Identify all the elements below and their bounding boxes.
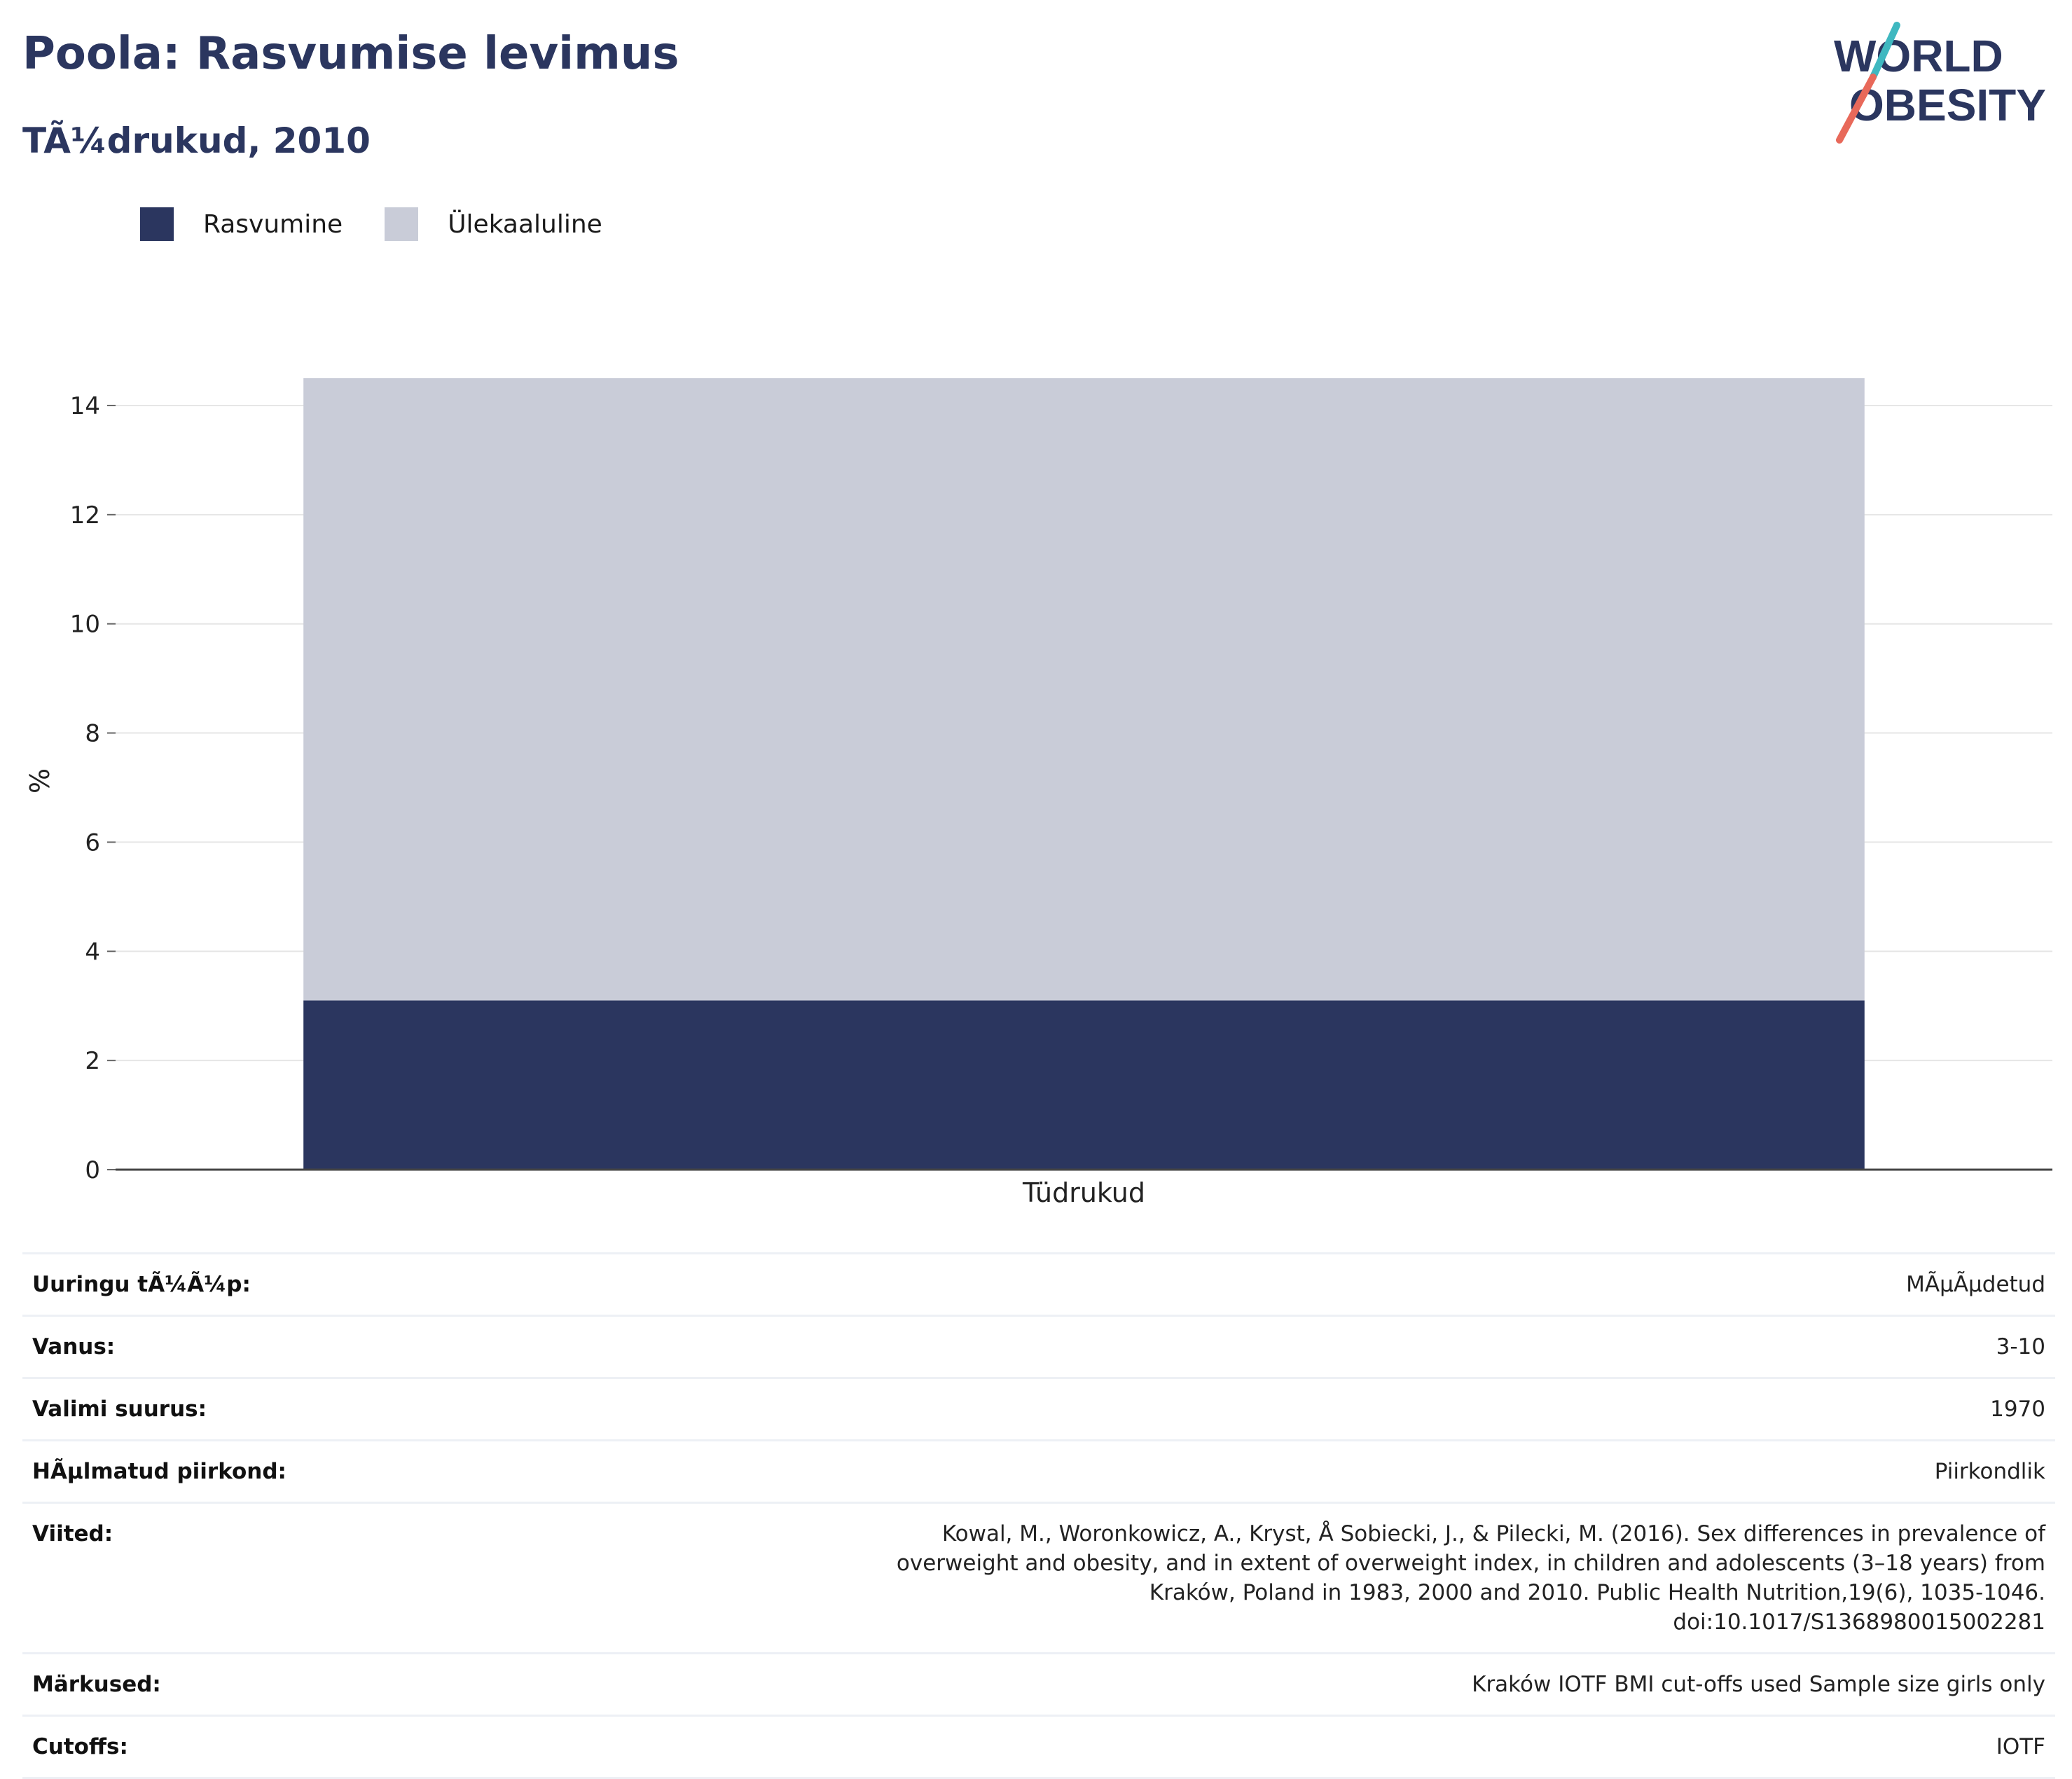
y-axis-label: %	[25, 768, 55, 794]
page-subtitle: TÃ¼drukud, 2010	[22, 120, 371, 161]
info-key: HÃµlmatud piirkond:	[22, 1439, 296, 1503]
info-row-notes: Märkused: Kraków IOTF BMI cut-offs used S…	[22, 1652, 2055, 1716]
y-tick-label: 14	[70, 392, 100, 420]
world-obesity-logo: WORLD OBESITY	[1834, 22, 2046, 144]
info-value: 1970	[296, 1377, 2055, 1441]
info-key: Vanus:	[22, 1315, 296, 1378]
bar-rasvumine	[303, 1000, 1865, 1170]
logo-slash-bottom	[1836, 74, 1877, 144]
y-tick-label: 4	[85, 938, 100, 966]
info-row-survey-type: Uuringu tÃ¼Ã¼p: MÃµÃµdetud	[22, 1252, 2055, 1316]
info-row-sample-size: Valimi suurus: 1970	[22, 1377, 2055, 1441]
legend-item-ulekaaluline[interactable]: Ülekaaluline	[385, 207, 602, 241]
info-key: Viited:	[22, 1502, 296, 1654]
info-key: Valimi suurus:	[22, 1377, 296, 1441]
info-value: 3-10	[296, 1315, 2055, 1378]
bars	[303, 378, 1865, 1170]
legend-swatch-ulekaaluline	[385, 207, 419, 241]
legend-item-rasvumine[interactable]: Rasvumine	[140, 207, 343, 241]
info-value: IOTF	[296, 1715, 2055, 1779]
y-tick-label: 8	[85, 720, 100, 748]
x-tick-label: Tüdrukud	[1022, 1177, 1145, 1208]
bar--lekaaluline	[303, 378, 1865, 1001]
info-key: Uuringu tÃ¼Ã¼p:	[22, 1252, 296, 1316]
info-value: MÃµÃµdetud	[296, 1252, 2055, 1316]
y-tick-label: 12	[70, 501, 100, 529]
y-tick-label: 6	[85, 829, 100, 857]
page-title: Poola: Rasvumise levimus	[22, 28, 679, 80]
logo-line2: OBESITY	[1849, 80, 2046, 130]
info-key: Cutoffs:	[22, 1715, 296, 1779]
info-row-references: Viited: Kowal, M., Woronkowicz, A., Kryst…	[22, 1502, 2055, 1654]
info-row-region: HÃµlmatud piirkond: Piirkondlik	[22, 1439, 2055, 1503]
stacked-bar-chart: 0 2 4 6 8 10 12 14% Tüdrukud	[25, 378, 2052, 1208]
logo-slash-top	[1870, 22, 1900, 81]
y-tick-label: 10	[70, 611, 100, 639]
info-key: Märkused:	[22, 1652, 296, 1716]
info-value: Kowal, M., Woronkowicz, A., Kryst, Å Sob…	[296, 1502, 2055, 1654]
logo-line1: WORLD	[1834, 31, 2003, 81]
info-row-age: Vanus: 3-10	[22, 1315, 2055, 1378]
info-value: Piirkondlik	[296, 1439, 2055, 1503]
y-tick-label: 0	[85, 1156, 100, 1184]
survey-info-table: Uuringu tÃ¼Ã¼p: MÃµÃµdetud Vanus: 3-10 Val…	[22, 1252, 2055, 1779]
legend-label-rasvumine: Rasvumine	[203, 209, 343, 239]
chart-legend: Rasvumine Ülekaaluline	[140, 207, 644, 241]
info-row-cutoffs: Cutoffs: IOTF	[22, 1715, 2055, 1779]
axes: 0 2 4 6 8 10 12 14% Tüdrukud	[25, 392, 2052, 1208]
legend-swatch-rasvumine	[140, 207, 174, 241]
y-tick-label: 2	[85, 1047, 100, 1075]
legend-label-ulekaaluline: Ülekaaluline	[448, 209, 602, 239]
info-value: Kraków IOTF BMI cut-offs used Sample siz…	[296, 1652, 2055, 1716]
